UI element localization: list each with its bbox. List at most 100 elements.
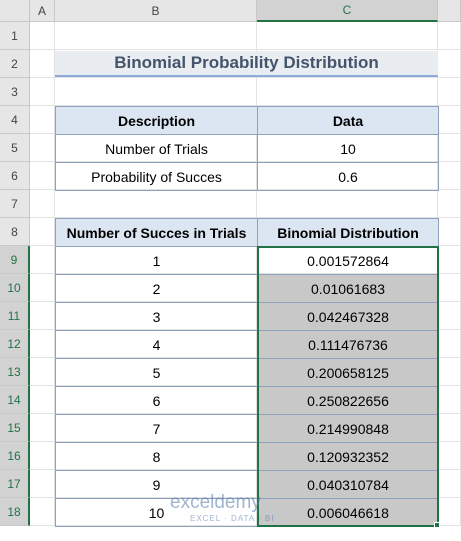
table-cell[interactable]: 0.6 [257, 162, 439, 191]
table-header[interactable]: Binomial Distribution [257, 218, 439, 247]
row-header[interactable]: 8 [0, 218, 30, 246]
cell[interactable] [30, 302, 55, 330]
table-cell[interactable]: 3 [55, 302, 258, 331]
table-cell[interactable]: 0.006046618 [257, 498, 439, 527]
row-header[interactable]: 14 [0, 386, 30, 414]
cell[interactable] [30, 498, 55, 526]
cell[interactable] [55, 498, 257, 526]
cell[interactable] [30, 106, 55, 134]
cell[interactable] [438, 386, 461, 414]
cell[interactable] [55, 330, 257, 358]
row-header[interactable]: 15 [0, 414, 30, 442]
table-cell[interactable]: Probability of Succes [55, 162, 258, 191]
cell[interactable] [55, 162, 257, 190]
cell[interactable] [55, 470, 257, 498]
table-cell[interactable]: 7 [55, 414, 258, 443]
column-header[interactable]: C [257, 0, 438, 22]
cell[interactable] [55, 442, 257, 470]
row-header[interactable]: 12 [0, 330, 30, 358]
table-header[interactable]: Number of Succes in Trials [55, 218, 258, 247]
row-header[interactable]: 9 [0, 246, 30, 274]
cell[interactable] [438, 274, 461, 302]
fill-handle [434, 522, 440, 528]
cell[interactable] [30, 22, 55, 50]
cell[interactable] [438, 498, 461, 526]
cell[interactable] [55, 358, 257, 386]
table-cell[interactable]: 4 [55, 330, 258, 359]
cell[interactable] [438, 330, 461, 358]
row-header[interactable]: 2 [0, 50, 30, 78]
table-cell[interactable]: 2 [55, 274, 258, 303]
cell[interactable] [30, 246, 55, 274]
cell[interactable] [30, 190, 55, 218]
cell[interactable] [55, 134, 257, 162]
table-cell[interactable]: 0.214990848 [257, 414, 439, 443]
cell[interactable] [438, 470, 461, 498]
table-cell[interactable]: 0.01061683 [257, 274, 439, 303]
table-cell[interactable]: 6 [55, 386, 258, 415]
cell[interactable] [30, 50, 55, 78]
cell[interactable] [30, 442, 55, 470]
row-header[interactable]: 6 [0, 162, 30, 190]
cell[interactable] [30, 330, 55, 358]
table-cell[interactable]: Number of Trials [55, 134, 258, 163]
cell[interactable] [30, 470, 55, 498]
table-header[interactable]: Description [55, 106, 258, 135]
row-header[interactable]: 4 [0, 106, 30, 134]
cell[interactable] [55, 190, 257, 218]
row-header[interactable]: 11 [0, 302, 30, 330]
row-header[interactable]: 7 [0, 190, 30, 218]
cell[interactable] [30, 78, 55, 106]
table-cell[interactable]: 0.042467328 [257, 302, 439, 331]
cell[interactable] [55, 414, 257, 442]
table-cell[interactable]: 1 [55, 246, 258, 275]
cell[interactable] [438, 442, 461, 470]
cell[interactable] [30, 162, 55, 190]
table-header[interactable]: Data [257, 106, 439, 135]
table-cell[interactable]: 8 [55, 442, 258, 471]
cell[interactable] [257, 134, 438, 162]
cell[interactable] [257, 162, 438, 190]
cell[interactable] [55, 22, 257, 50]
row-header[interactable]: 10 [0, 274, 30, 302]
cell[interactable] [30, 414, 55, 442]
cell[interactable] [30, 386, 55, 414]
cell[interactable] [55, 246, 257, 274]
row-header[interactable]: 16 [0, 442, 30, 470]
cell[interactable] [30, 358, 55, 386]
cell[interactable] [438, 190, 461, 218]
cell[interactable] [55, 78, 257, 106]
row-header[interactable]: 13 [0, 358, 30, 386]
cell[interactable] [438, 302, 461, 330]
cell[interactable] [30, 218, 55, 246]
table-cell[interactable]: 10 [257, 134, 439, 163]
cell[interactable] [257, 78, 438, 106]
cell[interactable] [438, 106, 461, 134]
column-header[interactable]: B [55, 0, 257, 22]
cell[interactable] [55, 386, 257, 414]
table-cell[interactable]: 0.120932352 [257, 442, 439, 471]
cell[interactable] [438, 358, 461, 386]
row-header[interactable]: 17 [0, 470, 30, 498]
cell[interactable] [438, 134, 461, 162]
row-header[interactable]: 18 [0, 498, 30, 526]
cell[interactable] [438, 218, 461, 246]
row-header[interactable]: 5 [0, 134, 30, 162]
column-header[interactable]: A [30, 0, 55, 22]
cell[interactable] [257, 190, 438, 218]
row-header[interactable]: 3 [0, 78, 30, 106]
row-header[interactable]: 1 [0, 22, 30, 50]
cell[interactable] [30, 274, 55, 302]
cell[interactable] [55, 302, 257, 330]
table-cell[interactable]: 5 [55, 358, 258, 387]
cell[interactable] [438, 50, 461, 78]
cell[interactable] [438, 78, 461, 106]
cell[interactable] [438, 162, 461, 190]
cell[interactable] [30, 134, 55, 162]
cell[interactable] [438, 246, 461, 274]
sheet-title: Binomial Probability Distribution [55, 51, 438, 77]
cell[interactable] [438, 414, 461, 442]
cell[interactable] [438, 22, 461, 50]
cell[interactable] [257, 22, 438, 50]
cell[interactable] [55, 274, 257, 302]
